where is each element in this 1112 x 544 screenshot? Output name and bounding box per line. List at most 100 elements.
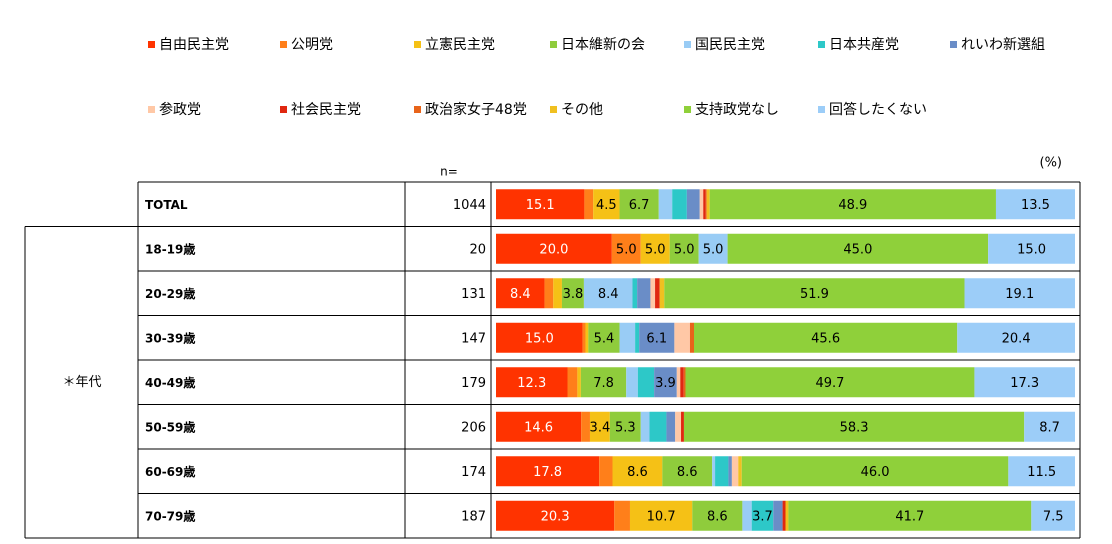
- unit-label: (%): [1040, 156, 1063, 171]
- legend-label: 支持政党なし: [695, 102, 779, 118]
- legend-item: 日本共産党: [818, 36, 899, 53]
- bar-segment: [581, 411, 590, 442]
- legend-label: 回答したくない: [829, 102, 927, 118]
- bar-segment: [715, 456, 729, 487]
- bar-segment: [611, 233, 641, 264]
- data-label: 8.4: [598, 287, 619, 302]
- bar-segment: [712, 456, 716, 487]
- bar-segment: [619, 189, 659, 220]
- legend-label: 公明党: [291, 37, 333, 53]
- bar-segment: [496, 500, 615, 531]
- bar-segment: [577, 367, 581, 398]
- bar-segment: [640, 233, 670, 264]
- data-label: 7.8: [593, 376, 614, 391]
- legend-swatch: [818, 40, 825, 48]
- legend-swatch: [414, 40, 421, 48]
- row-n: 179: [461, 376, 486, 391]
- legend-swatch: [950, 40, 957, 48]
- legend-item: 立憲民主党: [414, 36, 495, 53]
- legend-label: 国民民主党: [695, 37, 765, 53]
- bar-segment: [675, 411, 682, 442]
- data-label: 51.9: [800, 287, 829, 302]
- data-label: 14.6: [524, 420, 553, 435]
- bar-segment: [680, 367, 684, 398]
- row-label: 60-69歳: [145, 464, 195, 479]
- legend-swatch: [148, 40, 155, 48]
- row-label: TOTAL: [145, 198, 188, 212]
- data-label: 15.0: [525, 331, 554, 346]
- legend-label: その他: [561, 102, 603, 118]
- bar-segment: [692, 500, 743, 531]
- data-label: 19.1: [1005, 287, 1034, 302]
- bar-segment: [637, 367, 655, 398]
- bar-segment: [655, 278, 660, 309]
- row-n: 131: [461, 287, 486, 302]
- legend-label: 日本維新の会: [561, 37, 645, 53]
- bar-segment: [626, 367, 638, 398]
- bar-segment: [738, 456, 742, 487]
- bar-segment: [593, 189, 620, 220]
- data-label: 3.4: [590, 420, 611, 435]
- bar-segment: [496, 456, 600, 487]
- bar-segment: [662, 456, 713, 487]
- data-label: 48.9: [838, 198, 867, 213]
- data-label: 4.5: [596, 198, 617, 213]
- legend-item: れいわ新選組: [950, 36, 1045, 53]
- legend-label: れいわ新選組: [961, 37, 1045, 53]
- bar-segment: [785, 500, 789, 531]
- data-label: 5.0: [616, 242, 637, 257]
- bar-segment: [496, 322, 583, 353]
- data-label: 3.9: [655, 376, 676, 391]
- data-label: 20.0: [539, 242, 568, 257]
- data-label: 58.3: [840, 420, 869, 435]
- bar-segment: [614, 500, 630, 531]
- data-label: 45.6: [811, 331, 840, 346]
- bar-segment: [698, 233, 728, 264]
- legend-swatch: [818, 105, 825, 113]
- legend-item: 社会民主党: [280, 101, 361, 118]
- bar-segment: [639, 322, 675, 353]
- data-label: 15.0: [1017, 242, 1046, 257]
- data-label: 20.3: [541, 509, 570, 524]
- data-label: 7.5: [1043, 509, 1064, 524]
- bar-segment: [553, 278, 562, 309]
- legend-label: 自由民主党: [159, 37, 229, 53]
- legend-item: 公明党: [280, 36, 333, 53]
- bar-segment: [637, 278, 651, 309]
- bar-segment: [632, 278, 638, 309]
- bar-segment: [609, 411, 641, 442]
- bar-segment: [496, 189, 585, 220]
- bar-segment: [599, 456, 613, 487]
- data-label: 41.7: [895, 509, 924, 524]
- bar-segment: [584, 189, 594, 220]
- n-header: n=: [440, 165, 458, 179]
- bar-segment: [706, 189, 710, 220]
- data-label: 49.7: [815, 376, 844, 391]
- bar-segment: [582, 322, 586, 353]
- bar-segment: [676, 367, 681, 398]
- bar-segment: [694, 322, 958, 353]
- legend-item: 政治家女子48党: [414, 101, 527, 118]
- legend-swatch: [280, 105, 287, 113]
- data-label: 5.0: [703, 242, 724, 257]
- bar-segment: [496, 411, 582, 442]
- bar-segment: [782, 500, 786, 531]
- bar-segment: [629, 500, 693, 531]
- legend-swatch: [684, 105, 691, 113]
- bar-segment: [654, 367, 677, 398]
- row-n: 174: [461, 465, 486, 480]
- legend-swatch: [280, 40, 287, 48]
- data-label: 11.5: [1027, 465, 1056, 480]
- bar-segment: [659, 278, 665, 309]
- bar-segment: [640, 411, 650, 442]
- bar-segment: [974, 367, 1075, 398]
- legend-item: 回答したくない: [818, 101, 927, 118]
- row-label: 30-39歳: [145, 330, 195, 345]
- data-label: 5.4: [594, 331, 615, 346]
- bar-segment: [589, 411, 610, 442]
- legend-swatch: [550, 40, 557, 48]
- data-label: 17.8: [533, 465, 562, 480]
- bar-segment: [1031, 500, 1075, 531]
- data-label: 3.8: [563, 287, 584, 302]
